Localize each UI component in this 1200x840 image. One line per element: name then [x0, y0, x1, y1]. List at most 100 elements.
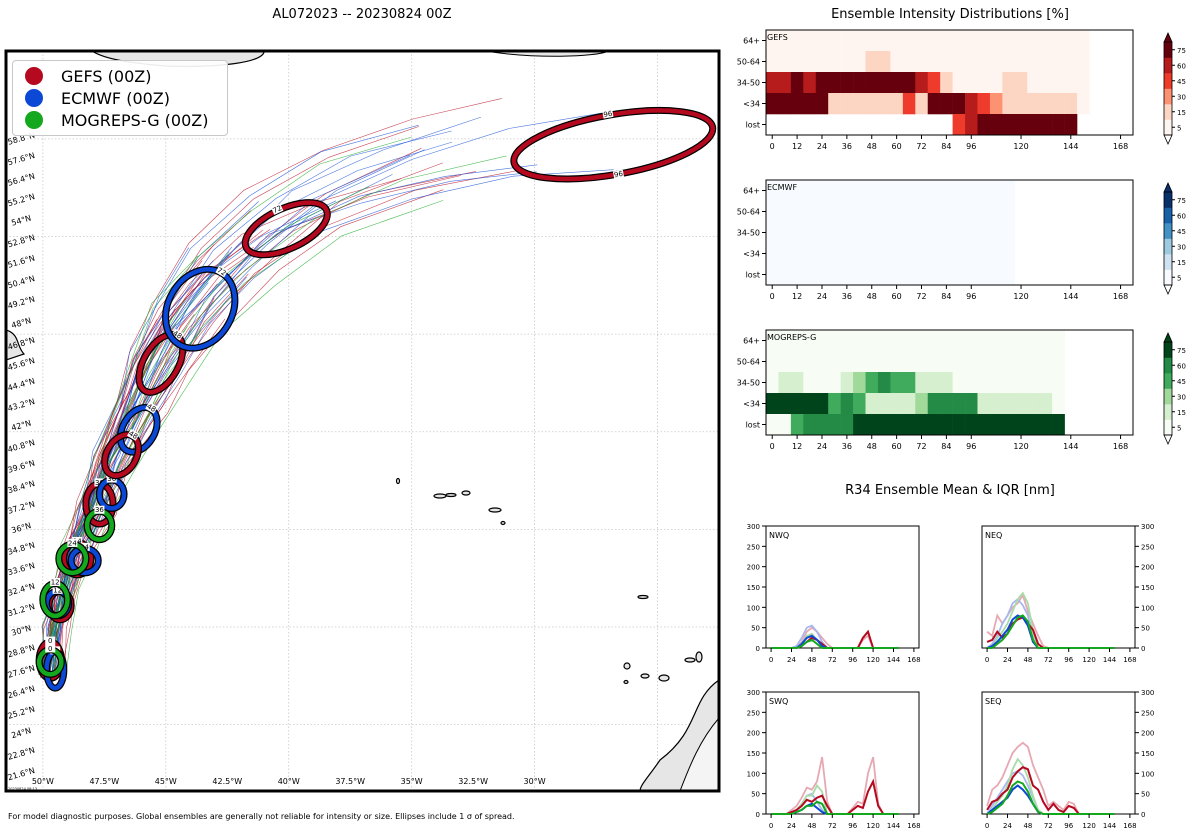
intensity-title: Ensemble Intensity Distributions [%]: [831, 7, 1069, 22]
heatmap-cell: [865, 93, 879, 115]
heatmap-cell: [803, 243, 817, 265]
y-tick-label: <34: [743, 250, 760, 259]
colorbar-tick-label: 30: [1177, 93, 1186, 101]
island: [445, 492, 457, 498]
x-tick-label: 72: [828, 656, 837, 664]
y-tick-label: 300: [1141, 689, 1154, 697]
heatmap-cell: [915, 351, 929, 373]
heatmap-cell: [915, 201, 929, 223]
lat-label: 38.4°N: [7, 479, 36, 495]
heatmap-cell: [778, 330, 792, 352]
colorbar-tick-label: 15: [1177, 109, 1186, 117]
y-tick-label: 250: [1141, 709, 1154, 717]
x-tick-label: 144: [1103, 656, 1117, 664]
lat-label: 56.4°N: [7, 171, 36, 187]
heatmap-cell: [1039, 72, 1053, 94]
x-tick-label: 72: [1044, 656, 1053, 664]
r34-line-mogreps-g-mean: [771, 638, 899, 649]
sigma-ellipse-mogreps-g: 24: [55, 538, 90, 577]
heatmap-cell: [865, 393, 879, 415]
heatmap-cell: [927, 201, 941, 223]
heatmap-cell: [890, 180, 904, 202]
heatmap-cell: [927, 222, 941, 244]
r34-frame: [765, 691, 920, 815]
colorbar-extend-min: [1163, 284, 1173, 295]
x-tick-label: 120: [1013, 142, 1028, 151]
x-tick-label: 12: [792, 292, 802, 301]
heatmap-cell: [766, 93, 779, 115]
heatmap-cell: [977, 372, 991, 394]
lat-label: 50.4°N: [7, 274, 36, 290]
ensemble-track-mogreps-g: [53, 155, 507, 675]
y-tick-label: 150: [747, 750, 760, 758]
heatmap-cell: [853, 201, 866, 223]
heatmap-cell: [1039, 30, 1053, 52]
heatmap-cell: [989, 93, 1003, 115]
heatmap-cell: [989, 114, 1003, 136]
x-tick-label: 48: [807, 656, 816, 664]
heatmap-cell: [778, 372, 792, 394]
ensemble-track-ecmwf: [55, 254, 230, 674]
x-tick-label: 120: [1082, 656, 1095, 664]
heatmap-cell: [1052, 351, 1065, 373]
heatmap-cell: [815, 30, 829, 52]
heatmap-cell: [766, 264, 779, 286]
colorbar-segment: [1164, 254, 1172, 270]
heatmap-cell: [940, 414, 953, 436]
colorbar-tick-label: 45: [1177, 378, 1186, 386]
island: [433, 493, 447, 499]
x-tick-label: 48: [867, 442, 877, 451]
heatmap-cell: [840, 201, 854, 223]
hour-tag-bg: [67, 538, 78, 547]
heatmap-cell: [778, 264, 792, 286]
ensemble-track-ecmwf: [51, 141, 453, 672]
island: [658, 674, 670, 682]
r34-quadrant-label: NEQ: [985, 531, 1002, 540]
x-tick-label: 48: [867, 292, 877, 301]
heatmap-cell: [989, 351, 1003, 373]
heatmap-cell: [840, 372, 854, 394]
sigma-ellipse-gefs: 96 96: [510, 107, 717, 183]
intensity-heatmaps: GEFS 64+ 50-64 34-50 <34 lost 0 12 24 36 48 60 72 84 9…: [737, 29, 1186, 451]
heatmap-cell: [828, 414, 841, 436]
heatmap-cell: [1002, 72, 1016, 94]
lat-label: 28.8°N: [7, 643, 36, 659]
heatmap-cell: [815, 201, 829, 223]
colorbar-tick-label: 5: [1177, 424, 1181, 432]
x-tick-label: 0: [770, 442, 775, 451]
island: [684, 657, 696, 663]
heatmap-cell: [1027, 330, 1040, 352]
legend-item-gefs: GEFS (00Z): [25, 65, 151, 87]
ellipse-hour-label: 36: [95, 506, 104, 514]
x-tick-label: 24: [1003, 656, 1012, 664]
lat-label: 39.6°N: [7, 458, 36, 474]
heatmap-cell: [915, 243, 929, 265]
heatmap-cell: [965, 264, 978, 286]
lat-label: 36°N: [10, 521, 32, 535]
heatmap-cell: [840, 414, 854, 436]
heatmap-cell: [778, 201, 792, 223]
heatmap-cell: [815, 93, 829, 115]
r34-title: R34 Ensemble Mean & IQR [nm]: [845, 483, 1055, 498]
heatmap-cell: [1002, 264, 1016, 286]
heatmap-cell: [940, 393, 953, 415]
r34-line-mogreps-g-mean: [986, 780, 1115, 815]
heatmap-cell: [790, 51, 804, 73]
heatmap-cell: [865, 372, 879, 394]
heatmap-cell: [853, 243, 866, 265]
heatmap-cell: [828, 180, 841, 202]
heatmap-cell: [815, 264, 829, 286]
y-tick-label: 200: [1141, 564, 1154, 572]
heatmap-cell: [902, 264, 916, 286]
heatmap-cell: [977, 393, 991, 415]
heatmap-cell: [1027, 393, 1040, 415]
ensemble-track-gefs: [50, 244, 215, 671]
heatmap-cell: [840, 222, 854, 244]
heatmap-cell: [915, 330, 929, 352]
ellipse-hour-label: 36: [107, 475, 116, 483]
heatmap-cell: [778, 72, 792, 94]
r34-panel-swq: SWQ 0 24 48 72 96 120 144 168 0 50 100 150 200 250 300: [747, 689, 921, 830]
ellipse-hour-label: 12: [53, 586, 62, 594]
y-tick-label: 150: [1141, 750, 1154, 758]
heatmap-cell: [1014, 72, 1028, 94]
